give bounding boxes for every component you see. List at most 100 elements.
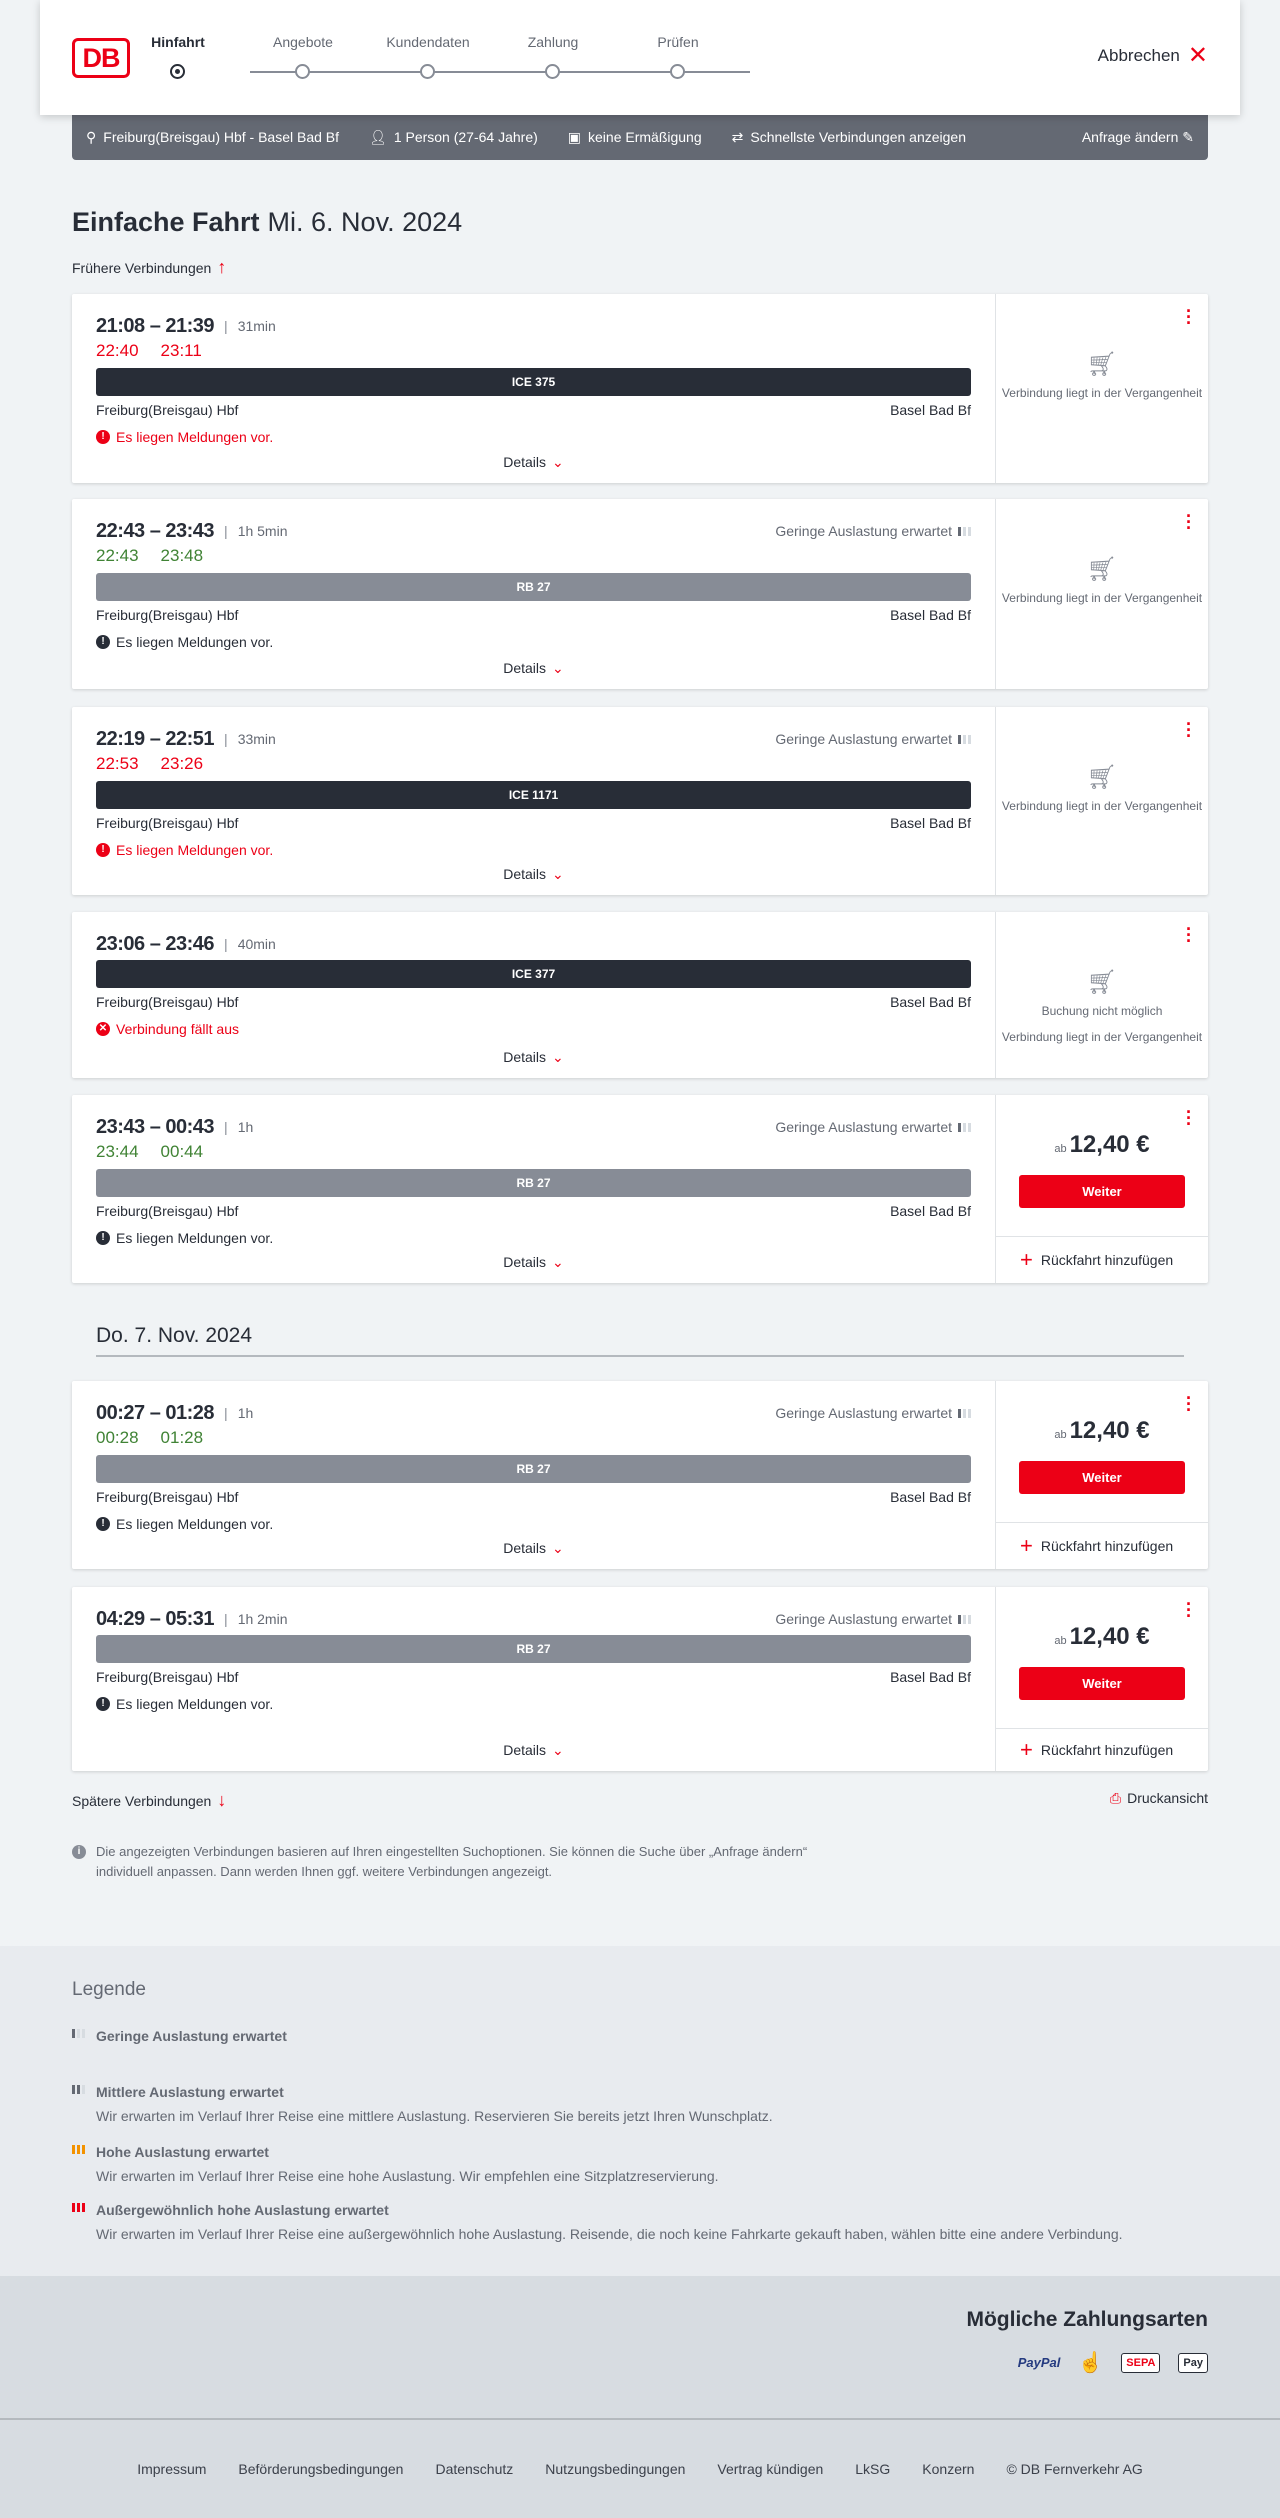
print-view-link[interactable]: ⎙ Druckansicht (1110, 1790, 1208, 1807)
train-segment-bar[interactable]: ICE 375 (96, 368, 971, 396)
train-name: ICE 375 (511, 375, 556, 389)
scheduled-times: 22:43 – 23:43 (96, 519, 215, 542)
step-marker-2[interactable] (420, 64, 435, 79)
footer-link[interactable]: LkSG (855, 2461, 891, 2477)
add-return-trip-button[interactable]: + Rückfahrt hinzufügen (996, 1522, 1208, 1569)
footer-link[interactable]: Vertrag kündigen (717, 2461, 824, 2477)
notice-row: ! Es liegen Meldungen vor. (96, 1227, 971, 1249)
occupancy-indicator: Geringe Auslastung erwartet (775, 1405, 971, 1421)
footer-link[interactable]: Beförderungsbedingungen (238, 2461, 404, 2477)
train-segment-bar[interactable]: RB 27 (96, 1169, 971, 1197)
occupancy-exceptional-icon (72, 2203, 85, 2212)
later-connections-link[interactable]: Spätere Verbindungen ↓ (72, 1790, 226, 1811)
more-options-icon[interactable]: · · · (1186, 919, 1192, 951)
plus-icon: + (1020, 1247, 1033, 1272)
later-label: Spätere Verbindungen (72, 1793, 212, 1809)
more-options-icon[interactable]: · · · (1186, 1102, 1192, 1134)
alert-icon: ! (96, 843, 110, 857)
earlier-connections-link[interactable]: Frühere Verbindungen ↑ (72, 257, 226, 278)
step-marker-1[interactable] (295, 64, 310, 79)
add-return-trip-button[interactable]: + Rückfahrt hinzufügen (996, 1236, 1208, 1283)
notice-text: Es liegen Meldungen vor. (116, 1696, 274, 1712)
status-text: Verbindung liegt in der Vergangenheit (1001, 1030, 1203, 1044)
plus-icon: + (1020, 1737, 1033, 1762)
train-name: ICE 1171 (508, 788, 559, 802)
day-heading: Do. 7. Nov. 2024 (96, 1324, 1184, 1357)
details-toggle[interactable]: Details ⌄ (72, 1254, 995, 1271)
unavailable-status: 🛒︎ Verbindung liegt in der Vergangenheit (996, 766, 1208, 823)
cancel-button[interactable]: Abbrechen ✕ (1098, 42, 1208, 69)
stepper-line (250, 71, 750, 73)
earlier-label: Frühere Verbindungen (72, 260, 212, 276)
train-segment-bar[interactable]: RB 27 (96, 1455, 971, 1483)
continue-button[interactable]: Weiter (1019, 1175, 1185, 1208)
details-toggle[interactable]: Details ⌄ (72, 454, 995, 471)
occupancy-text: Geringe Auslastung erwartet (775, 1611, 952, 1627)
swap-icon: ⇄ (731, 129, 744, 145)
details-toggle[interactable]: Details ⌄ (72, 1049, 995, 1066)
details-toggle[interactable]: Details ⌄ (72, 660, 995, 677)
footer-link[interactable]: Nutzungsbedingungen (545, 2461, 686, 2477)
occupancy-text: Geringe Auslastung erwartet (775, 731, 952, 747)
pencil-icon: ✎ (1182, 129, 1194, 145)
occupancy-low-icon (958, 1614, 971, 1624)
more-options-icon[interactable]: · · · (1186, 1594, 1192, 1626)
close-icon: ✕ (1187, 42, 1208, 69)
footer-link[interactable]: Impressum (137, 2461, 207, 2477)
train-segment-bar[interactable]: ICE 1171 (96, 781, 971, 809)
more-options-icon[interactable]: · · · (1186, 1388, 1192, 1420)
unavailable-status: 🛒︎ Verbindung liegt in der Vergangenheit (996, 353, 1208, 410)
train-name: RB 27 (516, 580, 551, 594)
payment-icons: PayPal ☝ SEPA Pay (1018, 2350, 1208, 2375)
cart-unavailable-icon: 🛒︎ (1086, 556, 1118, 583)
step-marker-3[interactable] (545, 64, 560, 79)
duration: 1h 5min (237, 523, 288, 539)
chevron-down-icon: ⌄ (552, 660, 564, 676)
more-options-icon[interactable]: · · · (1186, 506, 1192, 538)
station-row: Freiburg(Breisgau) Hbf Basel Bad Bf (96, 402, 971, 422)
divider: | (224, 731, 228, 747)
train-segment-bar[interactable]: RB 27 (96, 1635, 971, 1663)
cancelled-icon: ✕ (96, 1022, 110, 1036)
details-toggle[interactable]: Details ⌄ (72, 866, 995, 883)
train-segment-bar[interactable]: RB 27 (96, 573, 971, 601)
occupancy-low-icon (958, 1122, 971, 1132)
station-row: Freiburg(Breisgau) Hbf Basel Bad Bf (96, 1203, 971, 1223)
duration: 1h (237, 1405, 254, 1421)
more-options-icon[interactable]: · · · (1186, 301, 1192, 333)
origin-station: Freiburg(Breisgau) Hbf (96, 1203, 239, 1219)
station-row: Freiburg(Breisgau) Hbf Basel Bad Bf (96, 994, 971, 1014)
arrow-down-icon: ↓ (217, 1790, 227, 1810)
step-marker-0[interactable] (170, 64, 185, 79)
search-info-note: i Die angezeigten Verbindungen basieren a… (72, 1842, 852, 1882)
footer-link[interactable]: Datenschutz (435, 2461, 514, 2477)
train-segment-bar[interactable]: ICE 377 (96, 960, 971, 988)
cart-unavailable-icon: 🛒︎ (1086, 969, 1118, 996)
change-query-button[interactable]: Anfrage ändern ✎ (1082, 129, 1194, 146)
notice-text: Es liegen Meldungen vor. (116, 1516, 274, 1532)
db-logo[interactable]: DB (72, 38, 130, 78)
footer-link[interactable]: © DB Fernverkehr AG (1006, 2461, 1143, 2477)
details-toggle[interactable]: Details ⌄ (72, 1742, 995, 1759)
add-return-trip-button[interactable]: + Rückfahrt hinzufügen (996, 1728, 1208, 1771)
realtime-row: 00:28 01:28 (96, 1425, 971, 1451)
offer-panel: · · · 🛒︎ Verbindung liegt in der Vergangenhe… (995, 294, 1208, 483)
realtime-arrival: 23:11 (160, 341, 202, 360)
notice-text: Verbindung fällt aus (116, 1021, 239, 1037)
footer-link[interactable]: Konzern (922, 2461, 975, 2477)
legend-item-title: Mittlere Auslastung erwartet (96, 2083, 284, 2100)
more-options-icon[interactable]: · · · (1186, 714, 1192, 746)
details-label: Details (503, 454, 547, 470)
origin-station: Freiburg(Breisgau) Hbf (96, 815, 239, 831)
step-marker-4[interactable] (670, 64, 685, 79)
continue-button[interactable]: Weiter (1019, 1667, 1185, 1700)
scheduled-times: 21:08 – 21:39 (96, 314, 215, 337)
occupancy-indicator: Geringe Auslastung erwartet (775, 523, 971, 539)
offer-panel: · · · 🛒︎ Verbindung liegt in der Vergangenhe… (995, 707, 1208, 895)
add-return-label: Rückfahrt hinzufügen (1040, 1538, 1174, 1554)
details-toggle[interactable]: Details ⌄ (72, 1540, 995, 1557)
chevron-down-icon: ⌄ (552, 1254, 564, 1270)
continue-button[interactable]: Weiter (1019, 1461, 1185, 1494)
realtime-departure: 22:53 (96, 754, 139, 773)
legend-item-title: Außergewöhnlich hohe Auslastung erwartet (96, 2202, 389, 2218)
